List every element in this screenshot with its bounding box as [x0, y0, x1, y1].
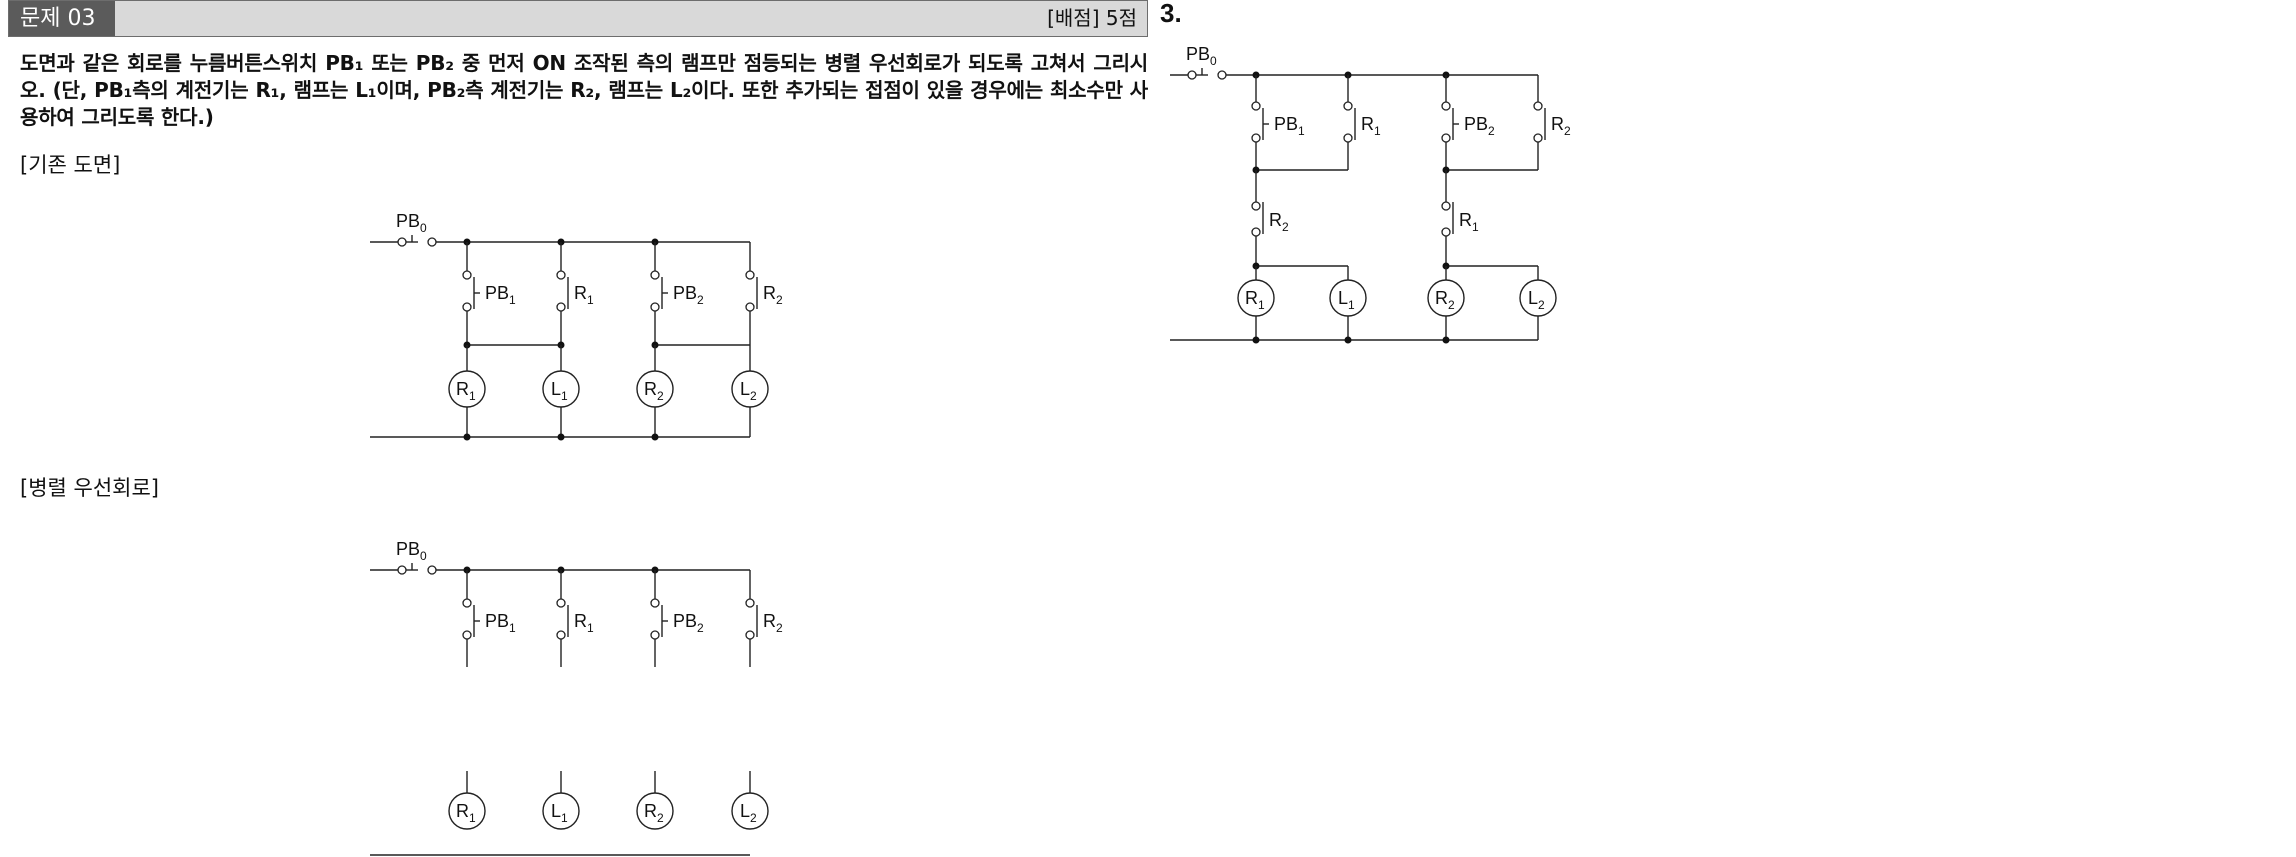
svg-text:L2: L2 — [1528, 288, 1545, 312]
svg-text:R2: R2 — [763, 283, 783, 307]
svg-text:L2: L2 — [740, 379, 757, 403]
svg-text:R2: R2 — [763, 611, 783, 635]
priority-circuit-label: [병렬 우선회로] — [20, 476, 159, 500]
existing-circuit-diagram: PB0 PB1 R1 PB2 R2 R1 L1 R2 L2 — [370, 211, 783, 441]
svg-text:L1: L1 — [1338, 288, 1355, 312]
existing-diagram-label: [기존 도면] — [20, 153, 121, 177]
svg-text:L1: L1 — [551, 801, 568, 825]
problem-header-bar: 문제 03 [배점] 5점 — [8, 0, 1148, 37]
svg-text:R1: R1 — [1361, 114, 1381, 138]
svg-text:PB0: PB0 — [1186, 44, 1217, 68]
svg-text:L2: L2 — [740, 801, 757, 825]
svg-text:R1: R1 — [574, 283, 594, 307]
score-label: [배점] 5점 — [1047, 6, 1137, 30]
svg-text:PB1: PB1 — [485, 611, 516, 635]
svg-text:R1: R1 — [456, 379, 476, 403]
answer-circuit-diagram: PB0 PB1 R1 PB2 R2 R2 R1 — [1170, 44, 1571, 344]
svg-text:R1: R1 — [1459, 210, 1479, 234]
svg-text:PB1: PB1 — [485, 283, 516, 307]
svg-text:R2: R2 — [644, 801, 664, 825]
svg-text:PB0: PB0 — [396, 539, 427, 563]
svg-text:PB1: PB1 — [1274, 114, 1305, 138]
svg-text:PB2: PB2 — [673, 611, 704, 635]
svg-text:R2: R2 — [644, 379, 664, 403]
svg-text:PB2: PB2 — [1464, 114, 1495, 138]
svg-text:PB2: PB2 — [673, 283, 704, 307]
svg-text:R1: R1 — [1245, 288, 1265, 312]
svg-text:L1: L1 — [551, 379, 568, 403]
svg-text:R2: R2 — [1551, 114, 1571, 138]
svg-text:R1: R1 — [456, 801, 476, 825]
svg-text:R2: R2 — [1269, 210, 1289, 234]
problem-statement: 도면과 같은 회로를 누름버튼스위치 PB₁ 또는 PB₂ 중 먼저 ON 조작… — [20, 51, 1148, 129]
svg-text:R2: R2 — [1435, 288, 1455, 312]
priority-circuit-template: PB0 PB1 R1 PB2 R2 R1 L1 R2 L2 — [370, 539, 783, 856]
pb0-label: PB0 — [396, 211, 427, 235]
svg-text:R1: R1 — [574, 611, 594, 635]
problem-number-label: 문제 03 — [9, 1, 115, 36]
answer-number: 3. — [1160, 0, 1182, 28]
